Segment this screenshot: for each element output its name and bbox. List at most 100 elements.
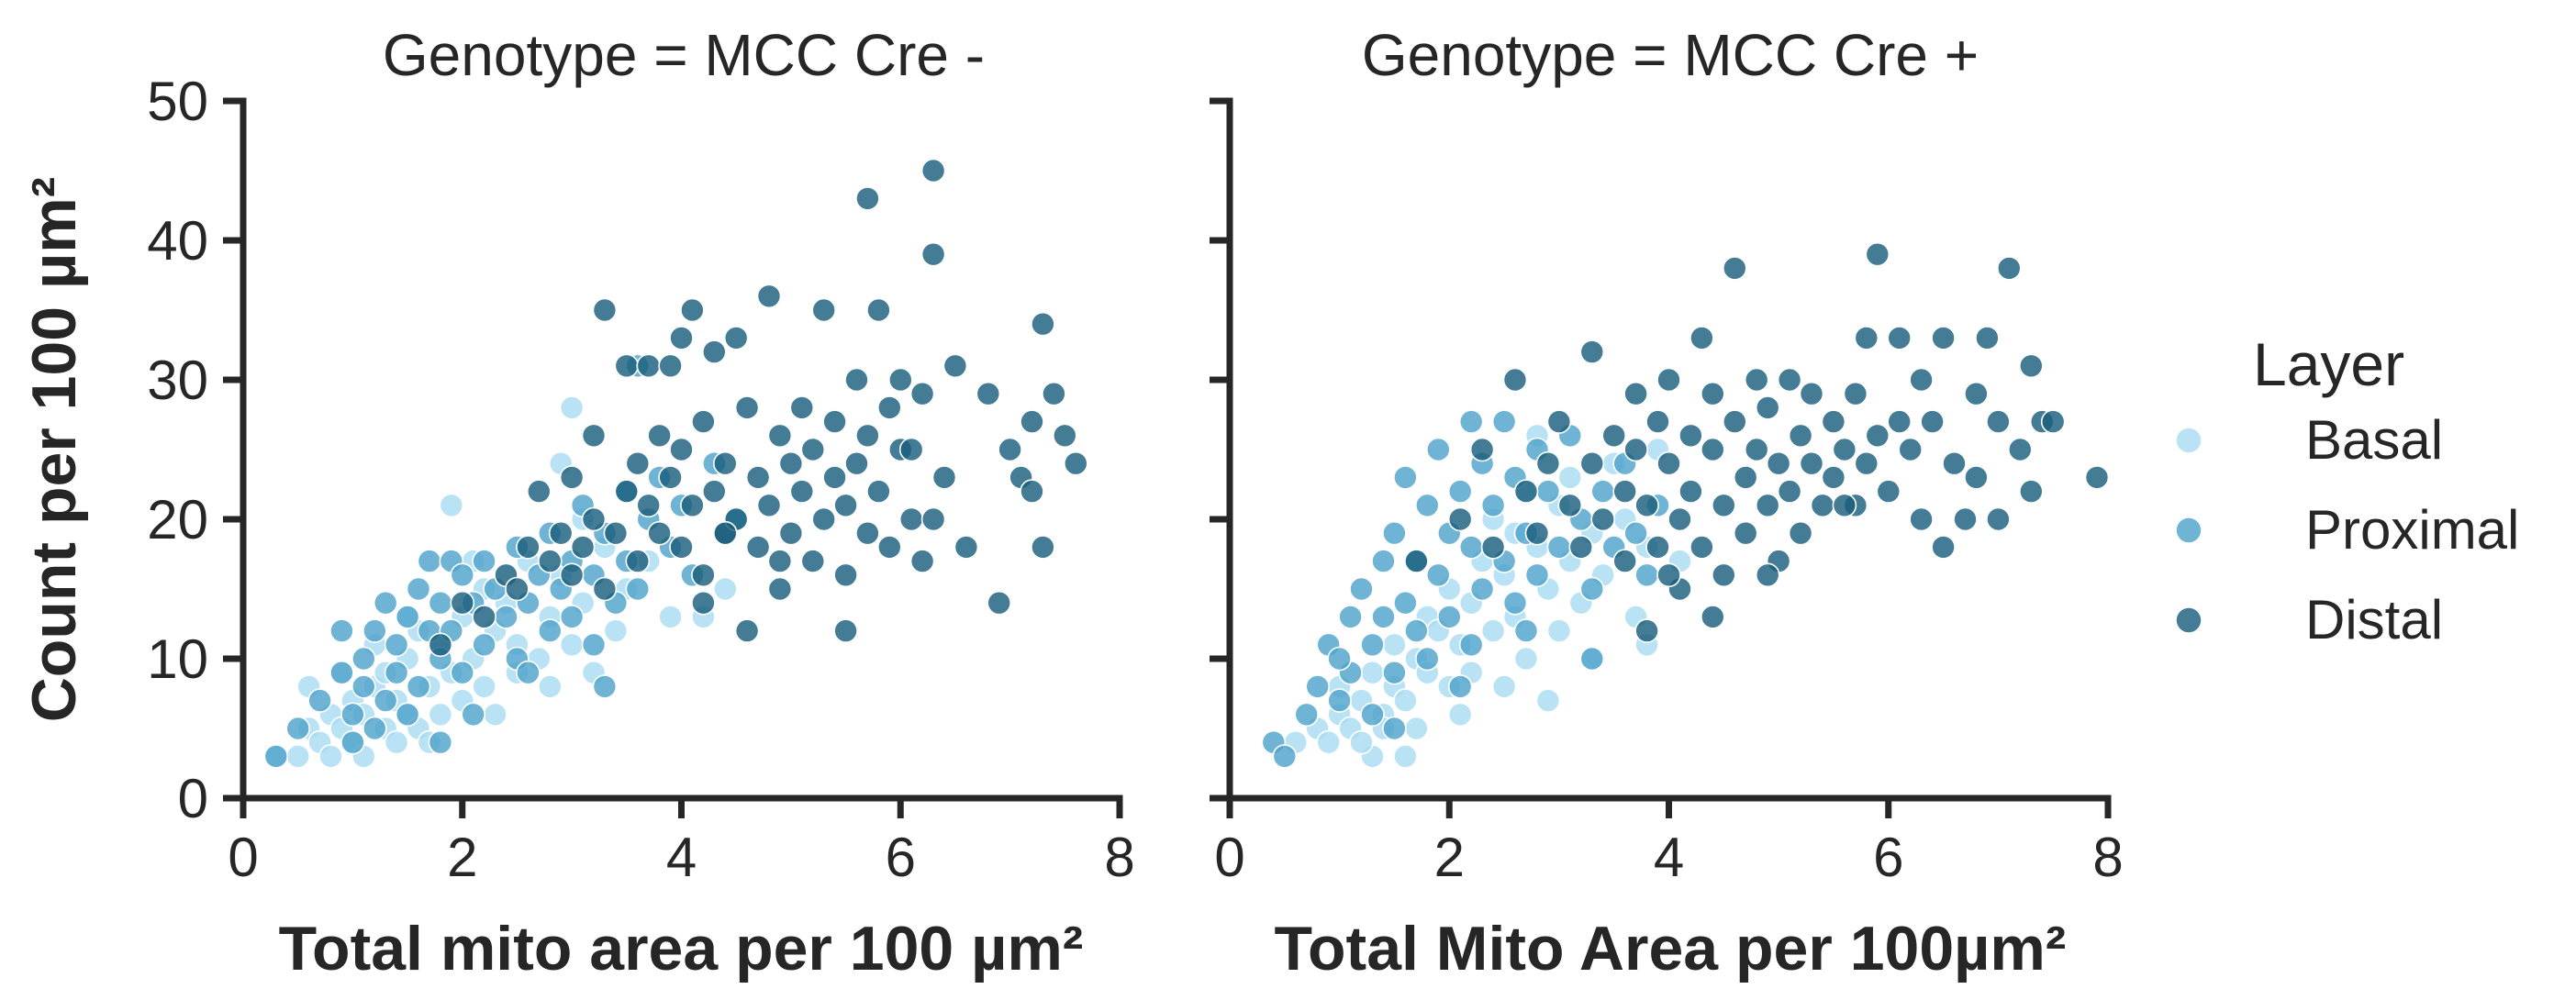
point-proximal-52 (1447, 674, 1473, 699)
point-distal-5 (516, 535, 541, 560)
point-distal-5 (1513, 479, 1539, 504)
point-proximal-57 (428, 729, 453, 755)
point-proximal-27 (1458, 632, 1484, 658)
point-basal-39 (537, 674, 563, 699)
x-tick-label: 0 (228, 827, 258, 888)
point-distal-59 (833, 493, 858, 518)
point-distal-0 (428, 632, 453, 658)
point-basal-35 (1546, 618, 1572, 643)
point-distal-93 (767, 549, 793, 573)
point-proximal-26 (1458, 535, 1484, 560)
point-distal-20 (625, 450, 651, 476)
point-distal-24 (647, 423, 672, 449)
point-distal-56 (822, 409, 847, 434)
point-distal-24 (1667, 506, 1692, 532)
point-distal-84 (1020, 409, 1044, 434)
point-proximal-22 (450, 562, 475, 588)
point-distal-31 (680, 493, 705, 518)
point-distal-94 (833, 562, 858, 588)
point-basal-2 (1316, 729, 1341, 755)
point-proximal-54 (340, 729, 365, 755)
point-distal-18 (614, 353, 640, 379)
point-distal-23 (647, 520, 672, 546)
point-proximal-11 (1371, 549, 1396, 573)
y-axis-label: Count per 100 µm² (19, 177, 89, 723)
point-distal-63 (1898, 437, 1923, 462)
point-distal-77 (2019, 353, 2044, 379)
point-distal-52 (800, 549, 826, 573)
point-proximal-25 (1447, 479, 1473, 504)
point-distal-26 (658, 353, 683, 379)
x-tick-label: 2 (447, 827, 477, 888)
point-distal-2 (472, 605, 496, 629)
point-distal-57 (822, 465, 847, 490)
point-basal-52 (1535, 688, 1561, 713)
panel-title: Genotype = MCC Cre - (383, 22, 985, 88)
point-distal-86 (1931, 535, 1956, 560)
point-distal-78 (942, 353, 968, 379)
point-proximal-55 (362, 716, 387, 741)
point-distal-6 (1524, 520, 1550, 546)
point-proximal-0 (263, 744, 289, 769)
point-distal-85 (1020, 479, 1044, 504)
point-distal-21 (636, 493, 662, 518)
point-distal-29 (1689, 535, 1714, 560)
point-proximal-2 (1294, 702, 1319, 728)
point-proximal-7 (351, 674, 376, 699)
point-proximal-60 (592, 674, 618, 699)
point-distal-67 (876, 535, 902, 560)
point-distal-55 (811, 506, 837, 532)
point-distal-47 (767, 576, 793, 602)
point-distal-68 (1942, 450, 1967, 476)
point-distal-1 (1447, 506, 1473, 532)
point-distal-46 (1788, 423, 1813, 449)
point-distal-95 (691, 590, 716, 616)
point-proximal-11 (384, 632, 409, 658)
point-proximal-9 (1360, 632, 1385, 658)
point-distal-74 (1986, 506, 2011, 532)
point-distal-10 (1568, 535, 1594, 560)
point-basal-47 (1349, 729, 1374, 755)
point-distal-56 (1854, 326, 1879, 350)
point-distal-11 (570, 535, 596, 560)
point-distal-17 (1623, 381, 1648, 406)
point-proximal-5 (340, 702, 365, 728)
point-proximal-24 (1437, 605, 1462, 629)
x-tick-label: 0 (1214, 827, 1244, 888)
point-proximal-19 (428, 590, 453, 616)
point-proximal-12 (384, 660, 409, 685)
point-proximal-5 (1327, 688, 1352, 713)
y-tick-label: 30 (147, 350, 208, 411)
x-tick-label: 6 (886, 827, 916, 888)
point-distal-62 (855, 520, 880, 546)
point-proximal-53 (1513, 618, 1539, 643)
point-distal-90 (1064, 450, 1088, 476)
point-distal-84 (1634, 618, 1659, 643)
x-tick-label: 4 (666, 827, 697, 888)
point-proximal-23 (450, 660, 475, 685)
point-distal-7 (1535, 450, 1561, 476)
point-distal-27 (1678, 479, 1703, 504)
point-distal-70 (898, 506, 924, 532)
y-tick-label: 40 (147, 210, 208, 272)
point-proximal-13 (395, 605, 420, 629)
point-distal-51 (1821, 409, 1846, 434)
point-distal-11 (1579, 339, 1605, 364)
point-distal-9 (1557, 493, 1583, 518)
point-distal-50 (1810, 493, 1835, 518)
point-distal-17 (614, 479, 640, 504)
point-proximal-22 (1426, 437, 1451, 462)
point-distal-9 (559, 562, 585, 588)
point-proximal-50 (1327, 646, 1352, 672)
point-distal-14 (1601, 423, 1626, 449)
point-proximal-26 (472, 632, 496, 658)
legend-label-distal: Distal (2305, 589, 2443, 650)
point-distal-87 (1031, 535, 1055, 560)
point-proximal-47 (1634, 562, 1659, 588)
point-proximal-31 (1491, 409, 1517, 434)
point-proximal-6 (1338, 605, 1363, 629)
point-distal-32 (691, 409, 716, 434)
point-distal-6 (526, 479, 552, 504)
legend-label-basal: Basal (2305, 409, 2443, 471)
